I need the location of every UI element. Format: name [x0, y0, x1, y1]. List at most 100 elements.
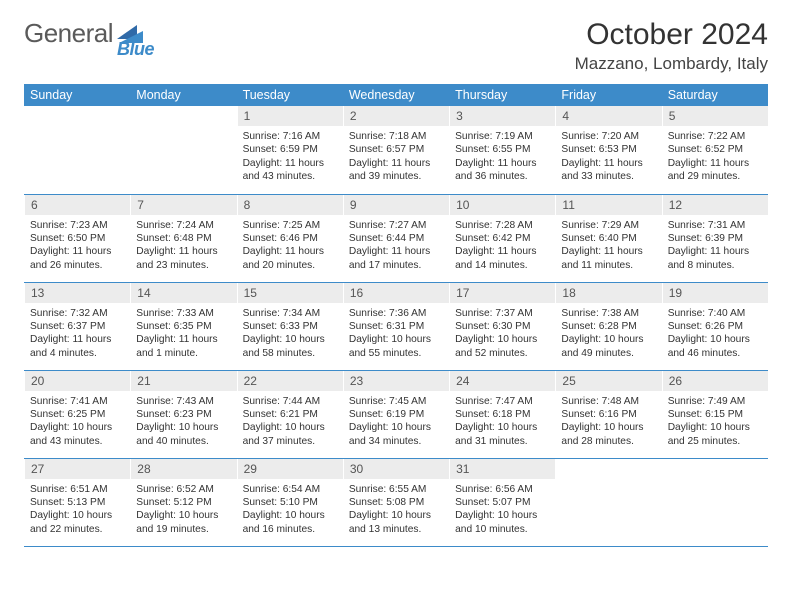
sunset-line-label: Sunset: — [455, 321, 492, 332]
daylight-line: Daylight: 11 hours and 4 minutes. — [30, 333, 124, 360]
daylight-line-label: Daylight: — [455, 422, 497, 433]
sunrise-line-value: 7:29 AM — [602, 220, 639, 231]
day-number: 18 — [555, 283, 661, 303]
calendar-day-cell: 26Sunrise: 7:49 AMSunset: 6:15 PMDayligh… — [662, 370, 768, 458]
calendar-day-cell: 12Sunrise: 7:31 AMSunset: 6:39 PMDayligh… — [662, 194, 768, 282]
day-number: 27 — [24, 459, 130, 479]
sunrise-line: Sunrise: 7:47 AM — [455, 395, 549, 408]
daylight-line-label: Daylight: — [668, 334, 710, 345]
day-number: 24 — [449, 371, 555, 391]
sunset-line: Sunset: 6:31 PM — [349, 320, 443, 333]
daylight-line: Daylight: 10 hours and 46 minutes. — [668, 333, 762, 360]
daylight-line-label: Daylight: — [349, 246, 391, 257]
sunset-line: Sunset: 6:37 PM — [30, 320, 124, 333]
sunrise-line-value: 7:25 AM — [283, 220, 320, 231]
sunrise-line-value: 6:56 AM — [495, 484, 532, 495]
logo-text-general: General — [24, 18, 113, 49]
sunset-line-label: Sunset: — [349, 321, 386, 332]
daylight-line-label: Daylight: — [455, 158, 497, 169]
sunrise-line-label: Sunrise: — [30, 220, 70, 231]
sunrise-line: Sunrise: 7:22 AM — [668, 130, 762, 143]
calendar-day-cell: 15Sunrise: 7:34 AMSunset: 6:33 PMDayligh… — [237, 282, 343, 370]
daylight-line-label: Daylight: — [136, 422, 178, 433]
calendar-empty-cell: .. — [555, 458, 661, 546]
sunset-line-label: Sunset: — [561, 409, 598, 420]
daylight-line: Daylight: 11 hours and 39 minutes. — [349, 157, 443, 184]
daylight-line-label: Daylight: — [561, 334, 603, 345]
day-number: 15 — [237, 283, 343, 303]
sunrise-line-label: Sunrise: — [136, 396, 176, 407]
calendar-day-cell: 30Sunrise: 6:55 AMSunset: 5:08 PMDayligh… — [343, 458, 449, 546]
sunset-line: Sunset: 6:53 PM — [561, 143, 655, 156]
day-details: Sunrise: 7:32 AMSunset: 6:37 PMDaylight:… — [24, 303, 130, 363]
calendar-day-cell: 21 Sunrise: 7:43 AMSunset: 6:23 PM Dayligh… — [130, 370, 236, 458]
daylight-line: Daylight: 11 hours and 43 minutes. — [243, 157, 337, 184]
sunset-line-value: 5:10 PM — [280, 497, 318, 508]
daylight-line: Daylight: 10 hours and 49 minutes. — [561, 333, 655, 360]
day-details: Sunrise: 7:27 AMSunset: 6:44 PMDaylight:… — [343, 215, 449, 275]
calendar-day-cell: 14Sunrise: 7:33 AMSunset: 6:35 PMDayligh… — [130, 282, 236, 370]
sunset-line-label: Sunset: — [455, 409, 492, 420]
sunrise-line-value: 7:49 AM — [708, 396, 745, 407]
sunrise-line-value: 6:55 AM — [389, 484, 426, 495]
sunrise-line-value: 7:33 AM — [176, 308, 213, 319]
calendar-day-cell: 4Sunrise: 7:20 AMSunset: 6:53 PMDaylight… — [555, 106, 661, 194]
sunset-line-label: Sunset: — [30, 321, 67, 332]
sunset-line-value: 5:12 PM — [174, 497, 212, 508]
sunrise-line: Sunrise: 7:44 AM — [243, 395, 337, 408]
sunset-line: Sunset: 6:28 PM — [561, 320, 655, 333]
daylight-line: Daylight: 10 hours and 43 minutes. — [30, 421, 124, 448]
sunrise-line-label: Sunrise: — [455, 308, 495, 319]
daylight-line-label: Daylight: — [30, 422, 72, 433]
sunrise-line: Sunrise: 7:16 AM — [243, 130, 337, 143]
day-details: Sunrise: 7:20 AMSunset: 6:53 PMDaylight:… — [555, 126, 661, 186]
day-number: 21 — [130, 371, 236, 391]
sunset-line-value: 6:42 PM — [493, 233, 531, 244]
sunrise-line: Sunrise: 7:43 AM — [136, 395, 230, 408]
calendar-week-row: 20Sunrise: 7:41 AMSunset: 6:25 PMDayligh… — [24, 370, 768, 458]
day-number: 19 — [662, 283, 768, 303]
sunrise-line-value: 7:32 AM — [70, 308, 107, 319]
daylight-line-label: Daylight: — [561, 158, 603, 169]
day-details: Sunrise: 7:45 AMSunset: 6:19 PMDaylight:… — [343, 391, 449, 451]
sunrise-line-label: Sunrise: — [561, 131, 601, 142]
sunrise-line: Sunrise: 6:54 AM — [243, 483, 337, 496]
day-details: Sunrise: 7:19 AMSunset: 6:55 PMDaylight:… — [449, 126, 555, 186]
sunset-line: Sunset: 6:25 PM — [30, 408, 124, 421]
sunset-line-value: 6:15 PM — [705, 409, 743, 420]
sunrise-line-label: Sunrise: — [30, 308, 70, 319]
day-details: Sunrise: 7:41 AMSunset: 6:25 PMDaylight:… — [24, 391, 130, 451]
calendar-empty-cell: .. — [24, 106, 130, 194]
sunset-line-label: Sunset: — [136, 409, 173, 420]
daylight-line: Daylight: 10 hours and 22 minutes. — [30, 509, 124, 536]
sunset-line-label: Sunset: — [668, 409, 705, 420]
day-number: 9 — [343, 195, 449, 215]
sunrise-line: Sunrise: 7:36 AM — [349, 307, 443, 320]
day-details: Sunrise: 7:24 AMSunset: 6:48 PMDaylight:… — [130, 215, 236, 275]
daylight-line-label: Daylight: — [243, 246, 285, 257]
sunset-line-label: Sunset: — [243, 233, 280, 244]
sunset-line-value: 6:23 PM — [174, 409, 212, 420]
sunrise-line-label: Sunrise: — [136, 484, 176, 495]
sunset-line: Sunset: 6:33 PM — [243, 320, 337, 333]
sunrise-line: Sunrise: 6:56 AM — [455, 483, 549, 496]
sunset-line: Sunset: 5:07 PM — [455, 496, 549, 509]
sunset-line-value: 6:33 PM — [280, 321, 318, 332]
day-number: 7 — [130, 195, 236, 215]
sunset-line: Sunset: 6:26 PM — [668, 320, 762, 333]
sunset-line: Sunset: 6:39 PM — [668, 232, 762, 245]
day-number: 8 — [237, 195, 343, 215]
sunrise-line: Sunrise: 7:29 AM — [561, 219, 655, 232]
day-header-row: SundayMondayTuesdayWednesdayThursdayFrid… — [24, 84, 768, 106]
calendar-week-row: 6Sunrise: 7:23 AMSunset: 6:50 PMDaylight… — [24, 194, 768, 282]
sunset-line: Sunset: 6:50 PM — [30, 232, 124, 245]
sunrise-line-label: Sunrise: — [136, 220, 176, 231]
daylight-line: Daylight: 10 hours and 34 minutes. — [349, 421, 443, 448]
daylight-line: Daylight: 11 hours and 29 minutes. — [668, 157, 762, 184]
calendar-day-cell: 31Sunrise: 6:56 AMSunset: 5:07 PMDayligh… — [449, 458, 555, 546]
sunrise-line: Sunrise: 6:55 AM — [349, 483, 443, 496]
sunrise-line-label: Sunrise: — [349, 220, 389, 231]
sunrise-line-value: 7:38 AM — [602, 308, 639, 319]
sunset-line: Sunset: 6:57 PM — [349, 143, 443, 156]
logo: General Blue — [24, 18, 184, 49]
